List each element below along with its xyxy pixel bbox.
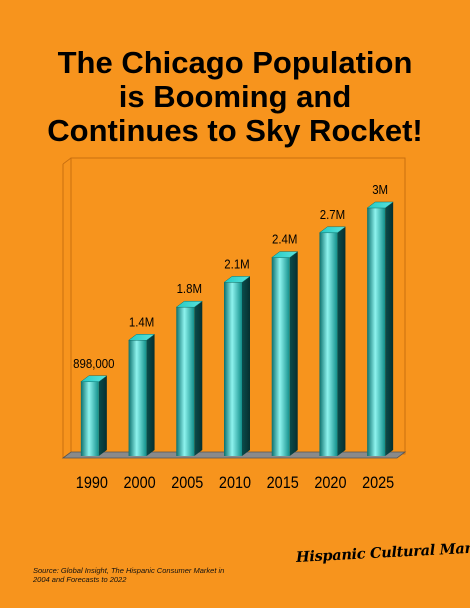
bar-front (224, 282, 242, 456)
title-line-1: The Chicago Population (57, 45, 413, 80)
bar-2025 (366, 201, 394, 456)
bar-top (366, 201, 394, 209)
bar-1990 (80, 375, 108, 456)
bar-2020 (318, 226, 347, 456)
x-tick-label-2020: 2020 (314, 474, 346, 492)
data-label-2000: 1.4M (129, 315, 154, 330)
x-tick-label-2000: 2000 (124, 474, 156, 492)
chart-title: The Chicago Population is Booming and Co… (0, 46, 470, 148)
bar-top (270, 251, 299, 258)
title-line-3: Continues to Sky Rocket! (47, 113, 423, 148)
bar-side (194, 301, 203, 456)
top-left-edge (62, 157, 72, 165)
bar-front (319, 232, 338, 456)
x-tick-labels-group: 1990 2000 2005 2010 2015 2020 2025 (76, 474, 395, 492)
bars-group (80, 201, 394, 456)
title-line-2: is Booming and (118, 79, 352, 114)
bar-top (80, 375, 108, 383)
x-tick-label-2015: 2015 (267, 474, 299, 492)
bar-2010 (223, 276, 251, 456)
x-tick-label-2025: 2025 (362, 474, 394, 492)
bar-2005 (175, 300, 204, 456)
bar-side (385, 202, 394, 456)
data-label-2025: 3M (372, 182, 388, 197)
bar-side (146, 334, 155, 456)
data-label-2005: 1.8M (177, 282, 202, 297)
bar-top (223, 276, 251, 283)
bar-2000 (127, 334, 156, 456)
bar-2015 (270, 251, 299, 456)
bar-front (80, 381, 99, 456)
bar-front (271, 257, 290, 456)
x-tick-label-2005: 2005 (171, 474, 203, 492)
bar-side (98, 375, 107, 456)
data-labels-group: 898,000 1.4M 1.8M 2.1M 2.4M 2.7M 3M (73, 182, 388, 371)
bar-top (127, 334, 156, 341)
bar-front (367, 208, 386, 456)
data-label-2020: 2.7M (320, 207, 345, 222)
x-tick-label-2010: 2010 (219, 474, 251, 492)
x-tick-label-1990: 1990 (76, 474, 108, 492)
data-label-2015: 2.4M (272, 232, 297, 247)
data-label-1990: 898,000 (73, 356, 115, 371)
source-note: Source: Global Insight, The Hispanic Con… (33, 566, 225, 584)
bar-side (289, 251, 298, 456)
bar-top (318, 226, 347, 234)
bar-side (242, 276, 250, 456)
data-label-2010: 2.1M (224, 257, 249, 272)
bar-front (176, 307, 195, 456)
bar-side (337, 226, 346, 456)
bar-top (175, 300, 204, 308)
bar-front (128, 340, 147, 456)
